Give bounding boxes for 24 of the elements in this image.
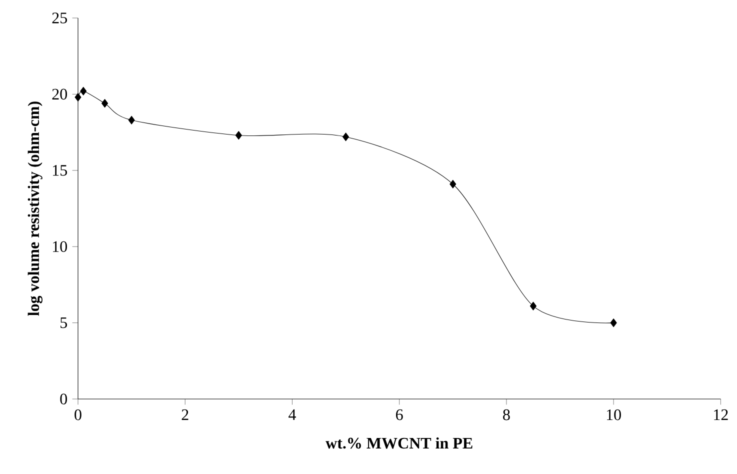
point: [530, 302, 536, 310]
x-tick-label: 12: [714, 409, 728, 420]
x-tick-label: 10: [606, 409, 621, 420]
x-tick-label: 0: [74, 409, 82, 420]
point: [74, 92, 82, 102]
point: [342, 132, 350, 142]
y-axis-title: log volume resistivity (ohm-cm): [28, 102, 42, 316]
y-tick-label: 15: [53, 165, 67, 176]
y-tick-label: 25: [52, 12, 67, 24]
y-tick-label: 10: [53, 241, 67, 252]
point: [235, 131, 242, 140]
point: [450, 180, 456, 188]
point: [102, 99, 108, 108]
y-tick-label: 0: [60, 394, 67, 404]
y-tick-label: 20: [52, 88, 67, 100]
point: [128, 116, 135, 124]
y-tick-label: 5: [60, 317, 67, 328]
point: [610, 318, 617, 328]
x-tick-label: 6: [396, 409, 403, 420]
x-axis-title: wt.% MWCNT in PE: [326, 437, 472, 449]
x-tick-label: 2: [182, 409, 188, 420]
point: [80, 86, 87, 96]
x-tick-label: 4: [288, 409, 296, 420]
x-tick-label: 8: [503, 409, 510, 420]
